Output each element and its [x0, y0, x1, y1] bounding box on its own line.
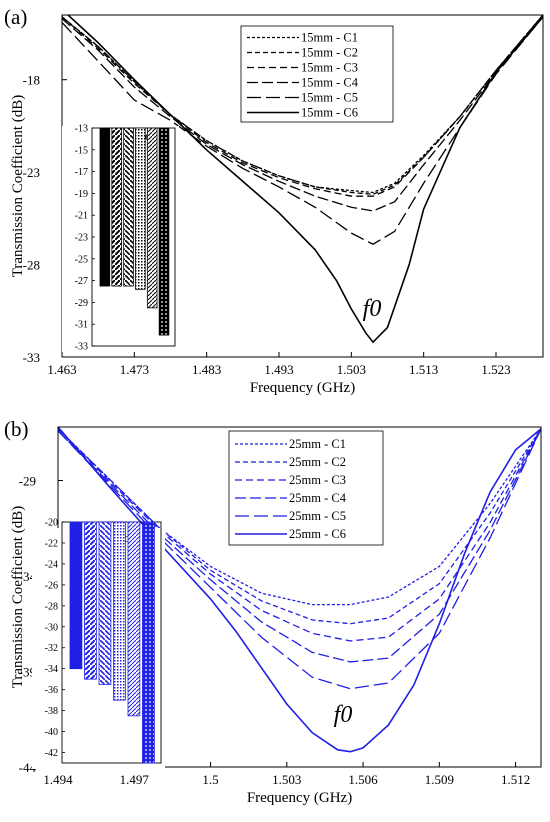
legend-label-1: 25mm - C1 — [289, 437, 346, 451]
inset-bar-5 — [146, 127, 158, 309]
x-tick-label: 1.512 — [501, 772, 530, 787]
legend-label-5: 25mm - C5 — [289, 509, 346, 523]
inset-frame — [61, 521, 162, 764]
series-line-3 — [58, 428, 541, 642]
series-line-3 — [62, 15, 543, 197]
inset-y-tick-label: -29 — [75, 298, 88, 309]
x-tick-label: 1.483 — [192, 362, 221, 377]
inset-y-tick-label: -42 — [45, 748, 58, 759]
inset-y-tick-label: -33 — [75, 342, 88, 353]
series-line-4 — [58, 428, 541, 663]
y-tick-label: -33 — [23, 350, 40, 365]
legend-label-3: 25mm - C3 — [289, 473, 346, 487]
x-tick-label: 1.497 — [120, 772, 150, 787]
inset-y-tick-label: -25 — [75, 254, 88, 265]
inset-y-tick-label: -13 — [75, 124, 88, 135]
inset-bar-2 — [84, 521, 97, 680]
y-axis-title: Transmission Coefficient (dB) — [10, 506, 26, 689]
inset-y-tick-label: -15 — [75, 145, 88, 156]
x-tick-label: 1.503 — [272, 772, 301, 787]
legend-label-2: 25mm - C2 — [289, 455, 346, 469]
series-line-4 — [62, 15, 543, 212]
inset-bar-3 — [98, 521, 112, 685]
inset-y-tick-label: -22 — [45, 538, 58, 549]
inset-y-tick-label: -23 — [75, 233, 88, 244]
legend-label-4: 15mm - C4 — [301, 76, 359, 90]
y-tick-label: -18 — [23, 73, 40, 88]
legend-box — [228, 430, 384, 546]
inset-bar-1 — [69, 521, 83, 670]
inset-bar-6 — [158, 127, 170, 336]
inset-bar-4 — [113, 521, 126, 701]
series-line-2 — [62, 15, 543, 195]
f0-annotation: f0 — [334, 702, 353, 728]
x-tick-label: 1.473 — [120, 362, 149, 377]
inset-y-tick-label: -20 — [45, 518, 58, 529]
inset-y-tick-label: -26 — [45, 580, 58, 591]
series-line-6 — [66, 15, 543, 344]
inset-y-tick-label: -36 — [45, 685, 58, 696]
inset-y-tick-label: -31 — [75, 320, 88, 331]
legend-label-6: 25mm - C6 — [289, 527, 346, 541]
x-tick-label: 1.513 — [409, 362, 438, 377]
y-tick-label: -39 — [19, 664, 36, 679]
legend-label-5: 15mm - C5 — [301, 91, 358, 105]
inset-title: fo — [141, 129, 151, 143]
inset-y-tick-label: -28 — [45, 601, 58, 612]
y-axis-title: Transmission Coefficient (dB) — [10, 95, 26, 278]
x-tick-label: 1.523 — [481, 362, 510, 377]
inset-y-tick-label: -38 — [45, 706, 58, 717]
inset-chart: fo -13 -15 -17 -19 -21 -23 -25 -27 -29 -31 -33 — [62, 124, 179, 353]
inset-y-tick-label: -17 — [75, 167, 88, 178]
inset-y-tick-label: -30 — [45, 622, 58, 633]
inset-y-tick-label: -32 — [45, 643, 58, 654]
x-tick-label: 1.463 — [47, 362, 76, 377]
legend-label-1: 15mm - C1 — [301, 31, 358, 45]
series-line-5 — [58, 428, 541, 690]
inset-bar-6 — [142, 521, 155, 764]
legend: 25mm - C1 25mm - C2 25mm - C3 25mm - C4 25mm… — [228, 430, 384, 546]
panel-label: (b) — [4, 417, 29, 441]
y-tick-label: -28 — [23, 258, 40, 273]
series-line-6 — [58, 427, 541, 753]
inset-bar-1 — [99, 127, 111, 287]
inset-y-tick-label: -21 — [75, 211, 88, 222]
legend-label-4: 25mm - C4 — [289, 491, 347, 505]
y-tick-label: -23 — [23, 165, 40, 180]
inset-y-tick-label: -27 — [75, 276, 88, 287]
inset-y-tick-label: -34 — [45, 664, 58, 675]
inset-y-tick-label: -19 — [75, 189, 88, 200]
legend-label-2: 15mm - C2 — [301, 46, 358, 60]
legend-label-6: 15mm - C6 — [301, 106, 358, 120]
x-tick-label: 1.493 — [264, 362, 293, 377]
inset-y-tick-label: -40 — [45, 727, 58, 738]
x-axis-title: Frequency (GHz) — [250, 380, 355, 396]
series-line-5 — [62, 16, 543, 245]
x-tick-label: 1.503 — [337, 362, 366, 377]
legend-box — [240, 25, 394, 123]
y-tick-label: -29 — [19, 473, 36, 488]
f0-annotation: f0 — [363, 296, 382, 322]
inset-bar-4 — [135, 127, 146, 290]
legend-label-3: 15mm - C3 — [301, 61, 358, 75]
inset-y-tick-label: -24 — [45, 559, 58, 570]
x-tick-label: 1.509 — [425, 772, 454, 787]
inset-bar-2 — [111, 127, 122, 287]
inset-bar-5 — [127, 521, 141, 717]
chart-panel-0: (a) 1.463 1.473 1.483 1.493 1.503 1.513 1.523 -1… — [4, 5, 544, 396]
panel-label: (a) — [4, 5, 27, 29]
inset-chart: fo-20-22-24-26-28-30-32-34-36-38-40-42 — [32, 518, 165, 769]
x-tick-label: 1.5 — [202, 772, 218, 787]
x-tick-label: 1.494 — [43, 772, 73, 787]
series-line-1 — [58, 428, 541, 606]
x-tick-label: 1.506 — [348, 772, 378, 787]
chart-panel-1: (b) 1.494 1.497 1.5 1.503 1.506 1.509 1.512 -29 -… — [4, 417, 542, 806]
x-axis-title: Frequency (GHz) — [247, 790, 352, 806]
inset-bar-3 — [123, 127, 134, 287]
series-line-2 — [58, 428, 541, 625]
